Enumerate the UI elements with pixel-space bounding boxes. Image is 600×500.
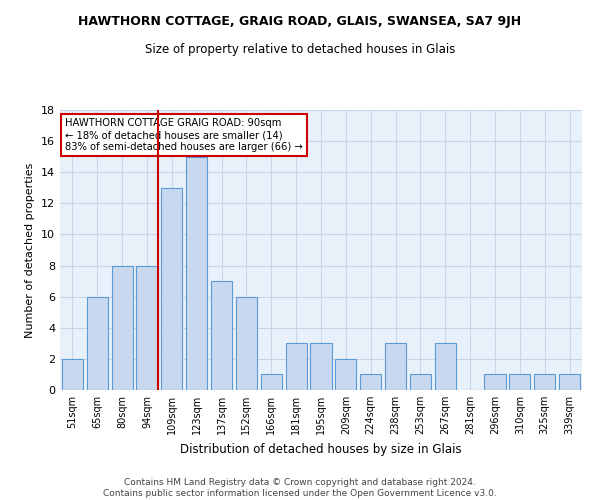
Bar bbox=[310, 344, 332, 390]
Bar bbox=[161, 188, 182, 390]
Bar bbox=[435, 344, 456, 390]
Bar bbox=[484, 374, 506, 390]
Bar bbox=[211, 281, 232, 390]
Bar bbox=[410, 374, 431, 390]
Bar bbox=[261, 374, 282, 390]
Text: HAWTHORN COTTAGE, GRAIG ROAD, GLAIS, SWANSEA, SA7 9JH: HAWTHORN COTTAGE, GRAIG ROAD, GLAIS, SWA… bbox=[79, 15, 521, 28]
Bar bbox=[360, 374, 381, 390]
Bar bbox=[385, 344, 406, 390]
Bar bbox=[559, 374, 580, 390]
Bar bbox=[112, 266, 133, 390]
Bar bbox=[534, 374, 555, 390]
Bar bbox=[62, 359, 83, 390]
Text: Size of property relative to detached houses in Glais: Size of property relative to detached ho… bbox=[145, 42, 455, 56]
Bar bbox=[236, 296, 257, 390]
Bar bbox=[286, 344, 307, 390]
Bar bbox=[186, 156, 207, 390]
X-axis label: Distribution of detached houses by size in Glais: Distribution of detached houses by size … bbox=[180, 442, 462, 456]
Text: HAWTHORN COTTAGE GRAIG ROAD: 90sqm
← 18% of detached houses are smaller (14)
83%: HAWTHORN COTTAGE GRAIG ROAD: 90sqm ← 18%… bbox=[65, 118, 303, 152]
Bar bbox=[87, 296, 108, 390]
Bar bbox=[136, 266, 158, 390]
Y-axis label: Number of detached properties: Number of detached properties bbox=[25, 162, 35, 338]
Bar bbox=[335, 359, 356, 390]
Bar bbox=[509, 374, 530, 390]
Text: Contains HM Land Registry data © Crown copyright and database right 2024.
Contai: Contains HM Land Registry data © Crown c… bbox=[103, 478, 497, 498]
